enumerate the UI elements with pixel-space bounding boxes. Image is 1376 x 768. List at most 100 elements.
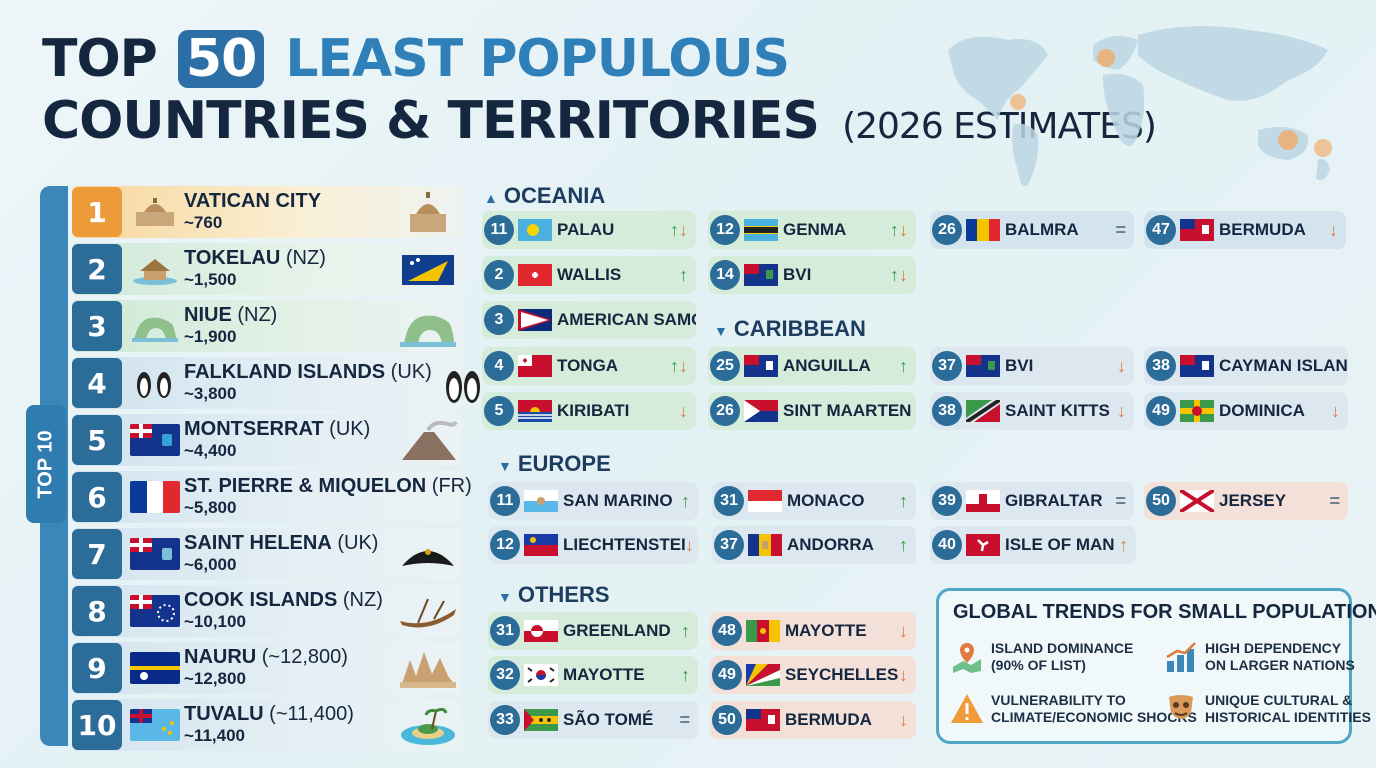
country-name: BVI (783, 265, 812, 284)
country-chip[interactable]: 26 SINT MAARTEN (708, 392, 916, 430)
rank-badge: 38 (1146, 351, 1176, 381)
top10-row[interactable]: 10 TUVALU (~11,400) ~11,400 (72, 699, 462, 751)
triangle-down-icon: ▼ (498, 458, 512, 474)
canoe-icon (400, 598, 456, 628)
country-name: NAURU (~12,800) (184, 646, 348, 668)
country-chip[interactable]: 48 MAYOTTE ↓ (710, 612, 916, 650)
country-chip[interactable]: 14 BVI ↑↓ (708, 256, 916, 294)
country-chip[interactable]: 25 ANGUILLA ↑ (708, 347, 916, 385)
wallis-flag (518, 264, 552, 286)
rank-badge: 31 (490, 616, 520, 646)
country-name: MAYOTTE (563, 665, 645, 684)
country-name: SAINT KITTS (1005, 401, 1110, 420)
country-chip[interactable]: 39 GIBRALTAR = (930, 482, 1134, 520)
isle-of-man-flag (966, 534, 1000, 556)
country-name: SAINT HELENA (UK) (184, 532, 379, 554)
top10-row[interactable]: 9 NAURU (~12,800) ~12,800 (72, 642, 462, 694)
rank-badge: 32 (490, 660, 520, 690)
basilica-icon (410, 192, 446, 232)
population: ~5,800 (184, 498, 237, 517)
country-chip[interactable]: 32 MAYOTTE ↑ (488, 656, 698, 694)
seychelles-flag (746, 664, 780, 686)
liechtenstein-flag (524, 534, 558, 556)
country-chip[interactable]: 49 DOMINICA ↓ (1144, 392, 1348, 430)
country-name: GIBRALTAR (1005, 491, 1103, 510)
triangle-down-icon: ▼ (714, 323, 728, 339)
country-chip[interactable]: 49 SEYCHELLES ↓ (710, 656, 916, 694)
title-line2-text: COUNTRIES & TERRITORIES (42, 91, 820, 151)
rank-badge: 33 (490, 705, 520, 735)
trend-indicator: ↑ (1119, 534, 1128, 555)
bicorne-hat-icon (402, 549, 454, 566)
country-chip[interactable]: 31 GREENLAND ↑ (488, 612, 698, 650)
section-europe: ▼ EUROPE (498, 451, 611, 476)
country-name: BERMUDA (785, 710, 872, 729)
top10-row[interactable]: 4 FALKLAND ISLANDS (UK) ~3,800 (72, 357, 480, 409)
top10-row[interactable]: 8 COOK ISLANDS (NZ) ~10,100 (72, 585, 462, 637)
country-name: WALLIS (557, 265, 622, 284)
trend-indicator: ↓ (1331, 400, 1340, 421)
country-chip[interactable]: 3 AMERICAN SAMOA (482, 301, 696, 339)
monaco-flag (748, 490, 782, 512)
trend-indicator: ↑↓ (670, 355, 688, 376)
country-chip[interactable]: 37 BVI ↓ (930, 347, 1134, 385)
top10-row[interactable]: 3 NIUE (NZ) ~1,900 (72, 300, 462, 352)
country-chip[interactable]: 50 JERSEY = (1144, 482, 1348, 520)
greenland-flag (524, 620, 558, 642)
country-name: COOK ISLANDS (NZ) (184, 589, 383, 611)
dominica-flag (1180, 400, 1214, 422)
rank-badge: 2 (484, 260, 514, 290)
country-chip[interactable]: 33 SÃO TOMÉ = (488, 701, 698, 739)
rank-badge: 11 (490, 486, 520, 516)
trend-indicator: ↑ (681, 620, 690, 641)
top10-row[interactable]: 1 VATICAN CITY ~760 (72, 186, 462, 238)
country-name: TONGA (557, 356, 619, 375)
country-chip[interactable]: 4 TONGA ↑↓ (482, 347, 696, 385)
country-chip[interactable]: 11 PALAU ↑↓ (482, 211, 696, 249)
pinnacles-icon (400, 652, 456, 688)
trend-indicator: ↓ (1117, 355, 1126, 376)
country-name: ISLE OF MAN (1005, 535, 1115, 554)
rank-badge: 39 (932, 486, 962, 516)
top10-row[interactable]: 6 ST. PIERRE & MIQUELON (FR) ~5,800 (72, 471, 472, 523)
trend-indicator: ↑ (899, 534, 908, 555)
country-name: BALMRA (1005, 220, 1079, 239)
country-chip[interactable]: 5 KIRIBATI ↓ (482, 392, 696, 430)
country-name: LIECHTENSTEIN (563, 535, 685, 554)
country-name: KIRIBATI (557, 401, 630, 420)
population: ~1,900 (184, 327, 237, 346)
population: ~1,500 (184, 270, 237, 289)
hut-icon (133, 259, 177, 285)
country-chip[interactable]: 2 WALLIS ↑ (482, 256, 696, 294)
trend-indicator: ↓ (899, 709, 908, 730)
country-chip[interactable]: 50 BERMUDA ↓ (710, 701, 916, 739)
country-chip[interactable]: 12 LIECHTENSTEIN ↓ (488, 526, 698, 564)
bar-chart-icon (1166, 642, 1196, 672)
rank-badge: 26 (710, 396, 740, 426)
country-chip[interactable]: 47 BERMUDA ↓ (1144, 211, 1346, 249)
top10-row[interactable]: 7 SAINT HELENA (UK) ~6,000 (72, 528, 462, 580)
top10-row[interactable]: 5 MONTSERRAT (UK) ~4,400 (72, 414, 462, 466)
country-chip[interactable]: 37 ANDORRA ↑ (712, 526, 916, 564)
country-chip[interactable]: 12 GENMA ↑↓ (708, 211, 916, 249)
triangle-down-icon: ▼ (498, 589, 512, 605)
nauru-flag (130, 652, 180, 684)
country-chip[interactable]: 31 MONACO ↑ (712, 482, 916, 520)
country-name: BVI (1005, 356, 1034, 375)
country-name: NIUE (NZ) (184, 304, 278, 326)
country-chip[interactable]: 38 CAYMAN ISLANDS (1144, 347, 1348, 385)
country-name: ANGUILLA (783, 356, 871, 375)
population: ~6,000 (184, 555, 237, 574)
genma-flag (744, 219, 778, 241)
balmra-flag (966, 219, 1000, 241)
bermuda-flag (1180, 219, 1214, 241)
country-name: BERMUDA (1219, 220, 1306, 239)
rank-badge: 11 (484, 215, 514, 245)
country-chip[interactable]: 40 ISLE OF MAN ↑ (930, 526, 1136, 564)
country-chip[interactable]: 11 SAN MARINO ↑ (488, 482, 698, 520)
country-chip[interactable]: 38 SAINT KITTS ↓ (930, 392, 1134, 430)
penguin-icon (137, 372, 171, 398)
sint-maarten-flag (744, 400, 778, 422)
country-chip[interactable]: 26 BALMRA = (930, 211, 1134, 249)
top10-row[interactable]: 2 TOKELAU (NZ) ~1,500 (72, 243, 462, 295)
